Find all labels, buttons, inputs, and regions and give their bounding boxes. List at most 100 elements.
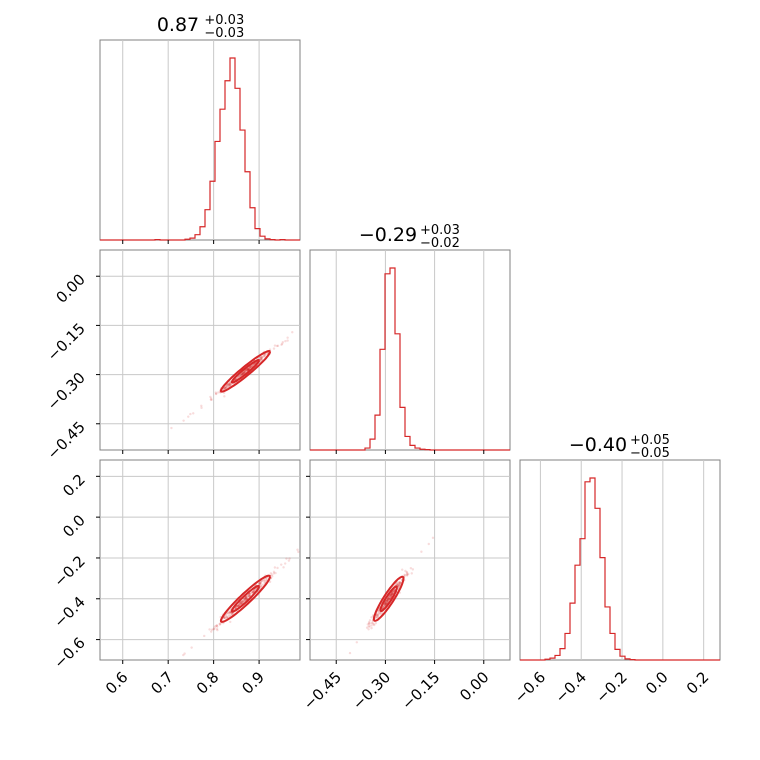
sample-point xyxy=(405,570,409,574)
sample-point xyxy=(226,385,229,389)
sample-point xyxy=(282,566,285,569)
sample-point xyxy=(271,575,274,578)
sample-point xyxy=(392,589,396,593)
y-tick-label: −0.2 xyxy=(50,552,88,590)
sample-point xyxy=(241,601,244,604)
sample-point xyxy=(187,415,190,418)
sample-point xyxy=(183,652,186,655)
sample-point xyxy=(224,386,227,389)
sample-point xyxy=(273,344,277,347)
histogram-step-line xyxy=(520,477,720,661)
sample-point xyxy=(241,372,245,376)
sample-point xyxy=(302,541,304,543)
sample-point xyxy=(225,615,229,619)
sample-point xyxy=(242,371,246,374)
sample-point xyxy=(272,570,276,574)
sample-point xyxy=(244,596,247,599)
sample-point xyxy=(247,594,250,597)
sample-point xyxy=(386,597,390,600)
sample-point xyxy=(403,574,407,577)
param-median: −0.29 xyxy=(359,224,417,246)
sample-point xyxy=(284,562,287,565)
param-median: −0.40 xyxy=(569,434,627,456)
sample-point xyxy=(214,391,217,394)
sample-point xyxy=(348,651,352,655)
panel-frame xyxy=(519,459,721,661)
sample-point xyxy=(387,597,390,601)
sample-point xyxy=(248,593,252,596)
sample-point xyxy=(251,364,254,367)
sample-point xyxy=(225,386,229,389)
sample-point xyxy=(228,611,232,614)
sample-point xyxy=(245,368,249,372)
sample-point xyxy=(387,595,391,598)
sample-point xyxy=(240,373,244,376)
param-title-1: −0.29 xyxy=(359,224,417,246)
sample-point xyxy=(431,536,435,540)
sample-point xyxy=(214,624,217,628)
sample-point xyxy=(385,599,388,603)
sample-point xyxy=(260,357,263,361)
sample-point xyxy=(405,573,409,576)
y-tick-label: −0.45 xyxy=(44,418,89,463)
sample-point xyxy=(392,590,395,593)
sample-point xyxy=(386,597,390,601)
sample-point xyxy=(209,395,212,399)
sample-point xyxy=(269,572,273,575)
sample-point xyxy=(237,604,241,607)
sample-point xyxy=(384,600,388,603)
sample-point xyxy=(272,572,275,575)
sample-point xyxy=(241,599,244,603)
param-title-2: −0.40 xyxy=(569,434,627,456)
sample-point xyxy=(378,612,381,615)
sample-point xyxy=(249,365,252,368)
sample-point xyxy=(280,342,284,346)
sample-point xyxy=(386,599,389,603)
sample-point xyxy=(263,353,267,356)
param-upper-error: +0.05 xyxy=(630,433,670,448)
sample-point xyxy=(260,357,264,360)
sample-point xyxy=(208,628,211,631)
sample-point xyxy=(389,596,392,599)
sample-point xyxy=(297,550,300,554)
sample-point xyxy=(239,600,243,604)
sample-point xyxy=(244,596,248,599)
y-tick-label: −0.15 xyxy=(44,320,89,365)
sample-point xyxy=(375,613,379,616)
x-tick-label: 0.6 xyxy=(102,668,132,698)
sample-point xyxy=(251,591,254,594)
sample-point xyxy=(263,355,266,358)
sample-point xyxy=(373,623,376,627)
sample-point xyxy=(387,597,390,601)
sample-point xyxy=(226,611,229,615)
sample-points xyxy=(170,330,294,430)
sample-point xyxy=(377,615,380,618)
sample-point xyxy=(247,594,250,597)
panel-frame xyxy=(99,459,301,661)
sample-point xyxy=(384,601,387,605)
sample-point xyxy=(263,354,266,357)
sample-point xyxy=(225,384,229,387)
sample-point xyxy=(270,573,273,576)
sample-point xyxy=(370,621,373,625)
sample-point xyxy=(259,581,262,584)
sample-point xyxy=(229,611,232,614)
sample-point xyxy=(249,366,252,369)
sample-point xyxy=(240,600,243,603)
sample-point xyxy=(355,641,359,644)
sample-point xyxy=(287,559,291,562)
sample-point xyxy=(248,366,252,370)
sample-point xyxy=(385,599,389,602)
histogram-panel-0: 0.87 +0.03−0.03 xyxy=(99,13,301,244)
sample-point xyxy=(227,384,230,387)
sample-point xyxy=(397,584,400,587)
param-lower-error: −0.02 xyxy=(420,236,460,251)
sample-point xyxy=(367,628,370,631)
contour-level-1 xyxy=(379,585,398,612)
sample-point xyxy=(260,583,263,586)
sample-point xyxy=(224,614,227,618)
sample-point xyxy=(390,592,394,596)
sample-point xyxy=(389,594,392,597)
sample-point xyxy=(229,382,232,386)
sample-point xyxy=(246,594,249,597)
